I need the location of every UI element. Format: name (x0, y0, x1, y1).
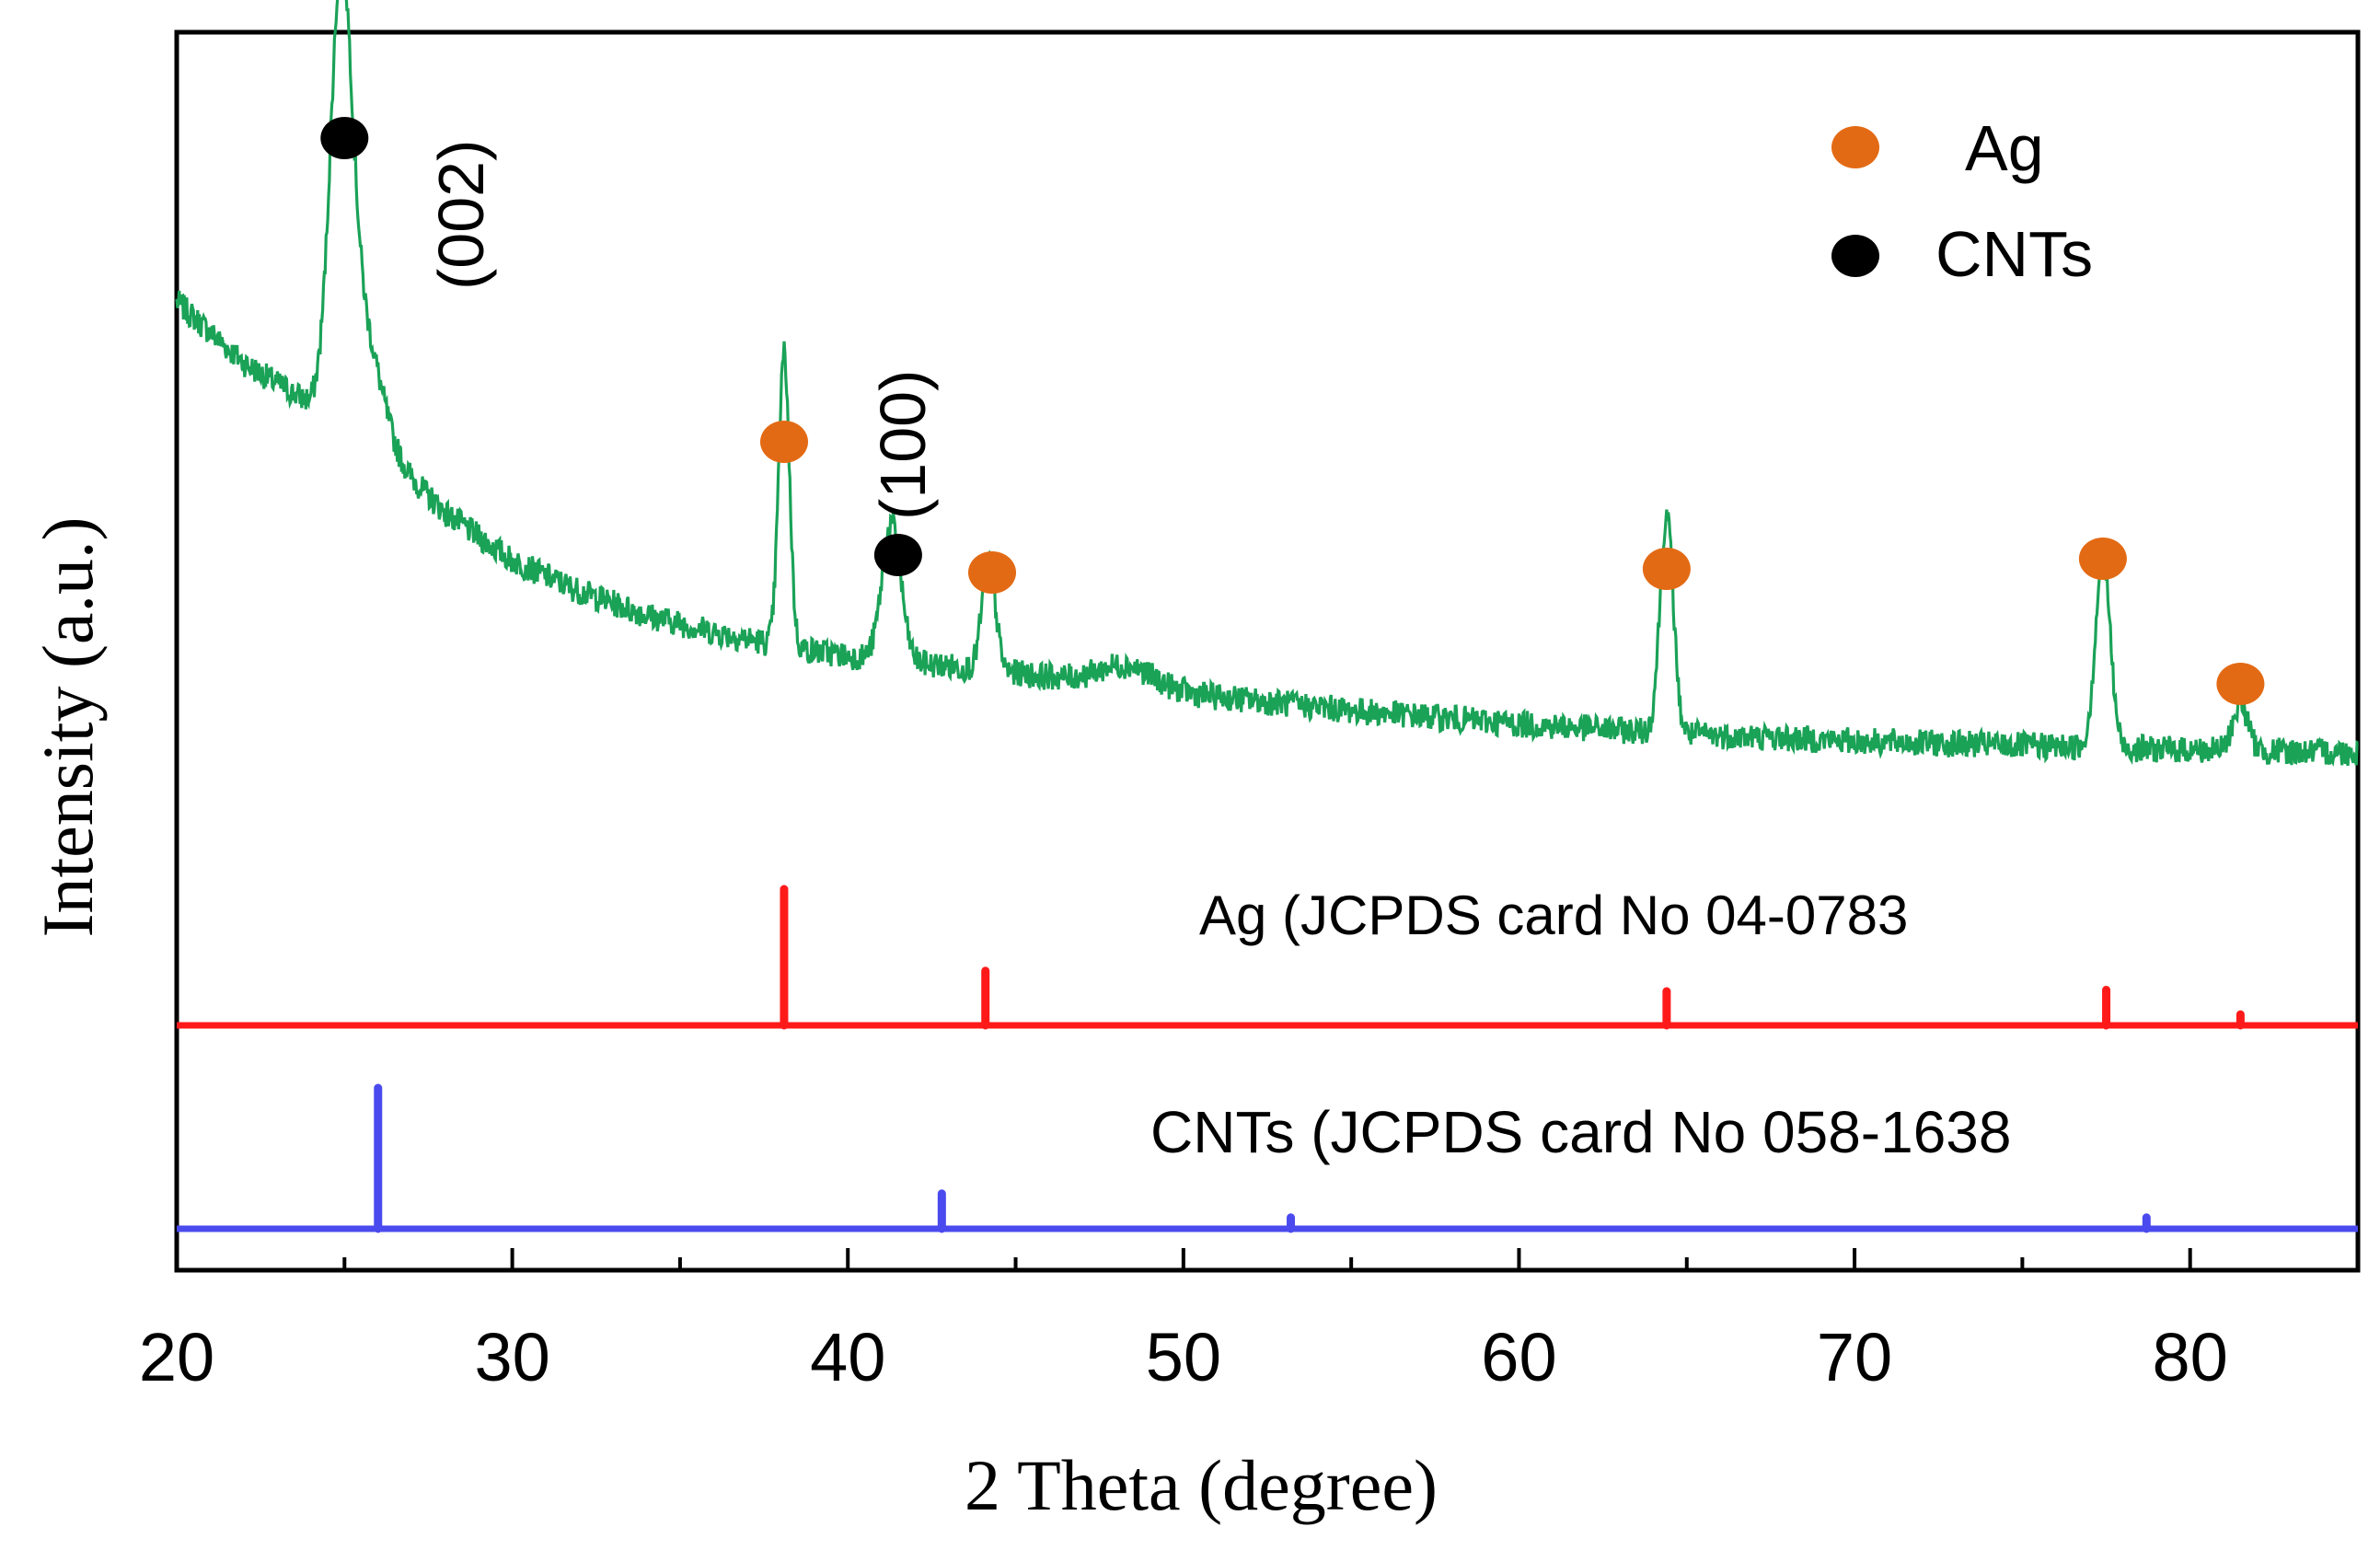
ag-peak-marker-3 (968, 551, 1016, 594)
cnt-peak-marker-2 (873, 534, 922, 576)
cnt-100-label: (100) (867, 370, 939, 520)
ag-peak-marker-1 (760, 421, 808, 463)
x-tick-label-80: 80 (2153, 1319, 2228, 1395)
legend-ag-marker (1831, 126, 1879, 168)
cnt-reference-label: CNTs (JCPDS card No 058-1638 (1150, 1099, 2011, 1165)
y-axis-title: Intensity (a.u.) (28, 516, 108, 937)
legend-cnt-label: CNTs (1935, 218, 2093, 290)
marker-layer (320, 117, 2265, 705)
legend-cnt-marker (1831, 235, 1879, 277)
ag-peak-marker-4 (1642, 548, 1691, 590)
legend: Ag CNTs (1831, 112, 2093, 290)
x-tick-label-70: 70 (1817, 1319, 1892, 1395)
plot-frame (174, 29, 2361, 1273)
x-tick-label-30: 30 (474, 1319, 549, 1395)
x-tick-label-40: 40 (810, 1319, 885, 1395)
legend-ag-label: Ag (1965, 112, 2044, 184)
x-tick-label-60: 60 (1481, 1319, 1556, 1395)
ag-peak-marker-5 (2078, 538, 2127, 580)
x-tick-label-20: 20 (139, 1319, 214, 1395)
ag-reference-label: Ag (JCPDS card No 04-0783 (1199, 885, 1908, 946)
cnt-peak-marker-0 (320, 117, 369, 159)
x-axis: 20 30 40 50 60 70 80 (139, 1248, 2360, 1395)
measured-pattern-line (175, 0, 2359, 767)
x-tick-label-50: 50 (1146, 1319, 1221, 1395)
series-layer (175, 0, 2359, 1233)
cnt-002-label: (002) (425, 140, 497, 290)
x-axis-title: 2 Theta (degree) (965, 1445, 1438, 1525)
ag-peak-marker-6 (2216, 663, 2265, 705)
